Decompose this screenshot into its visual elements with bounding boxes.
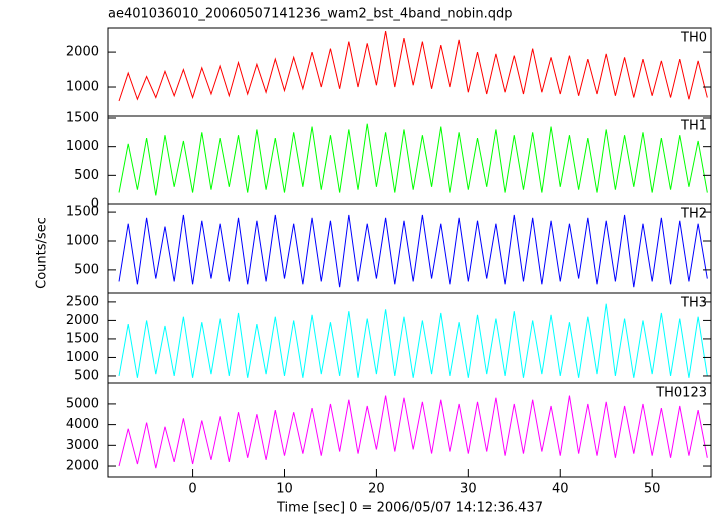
- series-label: TH0123: [655, 386, 707, 401]
- x-tick-label: 40: [552, 482, 569, 497]
- data-line: [118, 214, 708, 288]
- y-tick-label: 1000: [66, 350, 99, 365]
- y-tick-label: 1000: [66, 139, 99, 154]
- y-tick-label: 500: [74, 368, 99, 383]
- y-tick-label: 2000: [66, 313, 99, 328]
- chart-title: ae401036010_20060507141236_wam2_bst_4ban…: [108, 7, 513, 22]
- y-axis-label: Counts/sec: [35, 217, 50, 289]
- data-line: [118, 303, 708, 378]
- y-tick-label: 3000: [66, 438, 99, 453]
- x-tick-label: 50: [644, 482, 661, 497]
- x-tick-label: 0: [188, 482, 196, 497]
- data-line: [118, 123, 708, 196]
- y-tick-label: 2000: [66, 45, 99, 60]
- y-tick-label: 500: [74, 262, 99, 277]
- y-tick-label: 4000: [66, 417, 99, 432]
- y-tick-label: 0: [91, 197, 99, 212]
- y-tick-label: 1000: [66, 80, 99, 95]
- y-tick-label: 2000: [66, 459, 99, 474]
- series-label: TH2: [680, 207, 707, 222]
- x-tick-label: 30: [460, 482, 477, 497]
- y-tick-label: 1500: [66, 331, 99, 346]
- y-tick-label: 500: [74, 168, 99, 183]
- data-line: [118, 395, 708, 469]
- series-label: TH1: [680, 119, 707, 134]
- plot-frame: [107, 382, 712, 478]
- series-label: TH3: [680, 296, 707, 311]
- x-tick-label: 20: [368, 482, 385, 497]
- series-label: TH0: [680, 31, 707, 46]
- y-tick-label: 2500: [66, 294, 99, 309]
- x-tick-label: 10: [276, 482, 293, 497]
- y-tick-label: 1500: [66, 205, 99, 220]
- y-tick-label: 1500: [66, 111, 99, 126]
- y-tick-label: 5000: [66, 396, 99, 411]
- y-tick-label: 1000: [66, 233, 99, 248]
- data-line: [118, 31, 708, 102]
- x-axis-label: Time [sec] 0 = 2006/05/07 14:12:36.437: [276, 501, 543, 516]
